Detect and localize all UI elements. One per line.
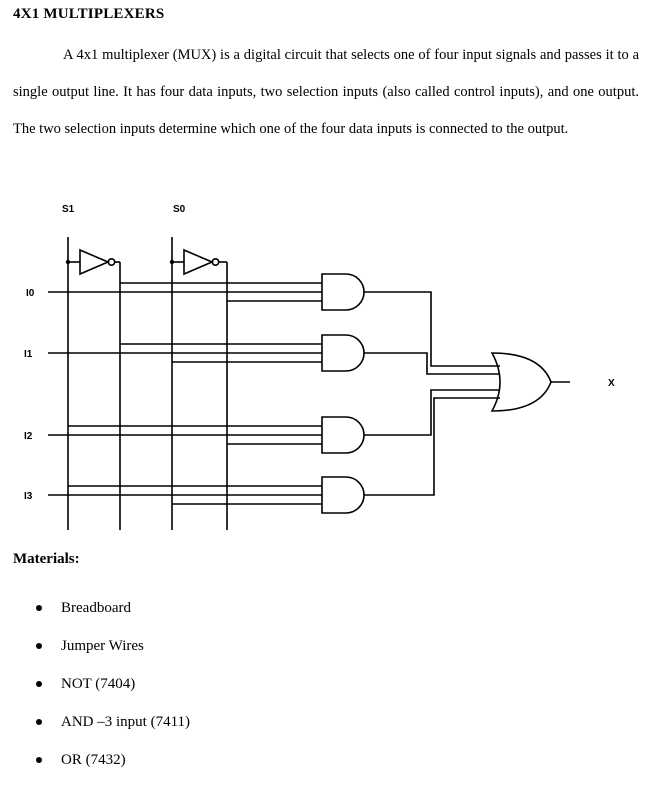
and-gate-2 (321, 334, 365, 372)
mux-circuit-diagram: S1 S0 I0 I1 I2 I3 X (24, 204, 615, 530)
material-label: Breadboard (61, 600, 131, 616)
i0-label: I0 (26, 288, 35, 299)
and-gate-3 (321, 416, 365, 454)
s1-label: S1 (62, 204, 75, 215)
not-gate-s1 (79, 248, 111, 276)
list-item: OR (7432) (0, 741, 190, 779)
bullet-icon (36, 757, 42, 763)
i2-label: I2 (24, 431, 33, 442)
bullet-icon (36, 605, 42, 611)
output-label: X (608, 378, 615, 389)
and-gate-1 (321, 273, 365, 311)
materials-list: Breadboard Jumper Wires NOT (7404) AND –… (0, 589, 190, 779)
or-gate (490, 352, 552, 412)
material-label: AND –3 input (7411) (61, 714, 191, 730)
list-item: NOT (7404) (0, 665, 190, 703)
bullet-icon (36, 681, 42, 687)
s0-label: S0 (173, 204, 186, 215)
material-label: NOT (7404) (61, 676, 136, 692)
i1-label: I1 (24, 349, 33, 360)
bullet-icon (36, 719, 42, 725)
i3-label: I3 (24, 491, 33, 502)
list-item: Breadboard (0, 589, 190, 627)
and-gate-4 (321, 476, 365, 514)
material-label: Jumper Wires (61, 638, 144, 654)
bullet-icon (36, 643, 42, 649)
intro-paragraph: A 4x1 multiplexer (MUX) is a digital cir… (13, 47, 639, 137)
page-title: 4X1 MULTIPLEXERS (13, 6, 165, 22)
materials-heading: Materials: (13, 551, 80, 567)
list-item: AND –3 input (7411) (0, 703, 190, 741)
list-item: Jumper Wires (0, 627, 190, 665)
material-label: OR (7432) (61, 752, 126, 768)
not-gate-s0 (183, 248, 215, 276)
